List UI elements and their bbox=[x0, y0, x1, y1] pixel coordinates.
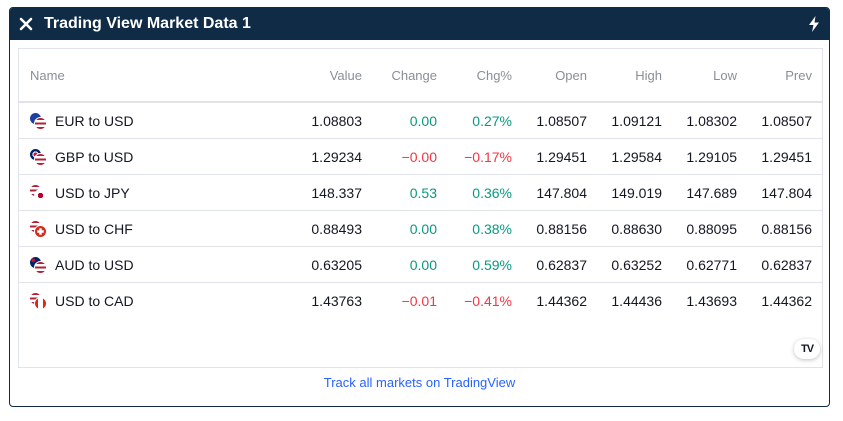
table-row[interactable]: GBP to USD 1.29234 −0.00 −0.17% 1.29451 … bbox=[19, 138, 822, 175]
chg-pct-cell: −0.17% bbox=[447, 138, 522, 175]
open-cell: 147.804 bbox=[522, 174, 597, 211]
table-row[interactable]: EUR to USD 1.08803 0.00 0.27% 1.08507 1.… bbox=[19, 102, 822, 139]
symbol-name[interactable]: AUD to USD bbox=[55, 256, 134, 273]
symbol-cell[interactable]: AUD to USD bbox=[19, 246, 221, 283]
chg-pct-cell: 0.59% bbox=[447, 246, 522, 283]
col-header-open[interactable]: Open bbox=[522, 49, 597, 103]
value-cell: 0.88493 bbox=[221, 210, 372, 247]
col-header-name[interactable]: Name bbox=[19, 49, 221, 103]
value-cell: 1.08803 bbox=[221, 102, 372, 139]
open-cell: 1.29451 bbox=[522, 138, 597, 175]
symbol-name[interactable]: EUR to USD bbox=[55, 112, 134, 129]
low-cell: 0.62771 bbox=[672, 246, 747, 283]
quotes-panel: Name Value Change Chg% Open High Low Pre… bbox=[18, 48, 823, 368]
chg-pct-cell: 0.27% bbox=[447, 102, 522, 139]
symbol-name[interactable]: USD to CAD bbox=[55, 292, 134, 309]
change-cell: 0.00 bbox=[372, 210, 447, 247]
table-row[interactable]: USD to CAD 1.43763 −0.01 −0.41% 1.44362 … bbox=[19, 283, 822, 319]
market-data-widget: Trading View Market Data 1 Name V bbox=[9, 7, 830, 407]
high-cell: 1.44436 bbox=[611, 292, 662, 309]
chg-pct-cell: 0.38% bbox=[447, 210, 522, 247]
low-cell: 1.29105 bbox=[672, 138, 747, 175]
low-cell: 1.43693 bbox=[686, 292, 737, 309]
symbol-cell[interactable]: USD to CHF bbox=[19, 210, 221, 247]
widget-title: Trading View Market Data 1 bbox=[44, 15, 251, 32]
col-header-value[interactable]: Value bbox=[221, 49, 372, 103]
close-button[interactable] bbox=[14, 12, 38, 36]
symbol-cell[interactable]: USD to JPY bbox=[19, 174, 221, 211]
prev-cell: 1.44362 bbox=[761, 292, 812, 309]
currency-pair-flag-icon bbox=[29, 255, 47, 274]
quotes-table: Name Value Change Chg% Open High Low Pre… bbox=[19, 49, 822, 318]
col-header-prev[interactable]: Prev bbox=[747, 49, 822, 103]
open-cell: 0.62837 bbox=[522, 246, 597, 283]
currency-pair-flag-icon bbox=[29, 183, 47, 202]
symbol-name[interactable]: USD to CHF bbox=[55, 220, 133, 237]
change-cell: −0.01 bbox=[401, 292, 437, 309]
lightning-bolt-icon bbox=[809, 16, 819, 32]
chg-pct-cell: −0.41% bbox=[464, 292, 512, 309]
col-header-chg-pct[interactable]: Chg% bbox=[447, 49, 522, 103]
header-row: Name Value Change Chg% Open High Low Pre… bbox=[19, 49, 822, 103]
prev-cell: 0.88156 bbox=[747, 210, 822, 247]
symbol-cell[interactable]: GBP to USD bbox=[19, 138, 221, 175]
tradingview-logo[interactable]: TV bbox=[794, 339, 820, 359]
chg-pct-cell: 0.36% bbox=[447, 174, 522, 211]
prev-cell: 147.804 bbox=[747, 174, 822, 211]
value-cell: 1.29234 bbox=[221, 138, 372, 175]
symbol-cell[interactable]: USD to CAD bbox=[19, 283, 221, 319]
close-icon bbox=[19, 17, 33, 31]
currency-pair-flag-icon bbox=[29, 147, 47, 166]
change-cell: −0.00 bbox=[372, 138, 447, 175]
widget-header: Trading View Market Data 1 bbox=[10, 8, 829, 40]
value-cell: 1.43763 bbox=[311, 292, 362, 309]
symbol-name[interactable]: USD to JPY bbox=[55, 184, 130, 201]
bolt-button[interactable] bbox=[804, 14, 824, 34]
change-cell: 0.00 bbox=[372, 246, 447, 283]
symbol-cell[interactable]: EUR to USD bbox=[19, 102, 221, 139]
prev-cell: 1.29451 bbox=[747, 138, 822, 175]
currency-pair-flag-icon bbox=[29, 291, 47, 310]
col-header-low[interactable]: Low bbox=[672, 49, 747, 103]
high-cell: 0.63252 bbox=[597, 246, 672, 283]
low-cell: 147.689 bbox=[672, 174, 747, 211]
low-cell: 0.88095 bbox=[672, 210, 747, 247]
value-cell: 0.63205 bbox=[221, 246, 372, 283]
value-cell: 148.337 bbox=[221, 174, 372, 211]
low-cell: 1.08302 bbox=[672, 102, 747, 139]
open-cell: 0.88156 bbox=[522, 210, 597, 247]
open-cell: 1.08507 bbox=[522, 102, 597, 139]
open-cell: 1.44362 bbox=[536, 292, 587, 309]
symbol-name[interactable]: GBP to USD bbox=[55, 148, 134, 165]
high-cell: 1.29584 bbox=[597, 138, 672, 175]
table-row[interactable]: USD to JPY 148.337 0.53 0.36% 147.804 14… bbox=[19, 174, 822, 211]
table-row[interactable]: AUD to USD 0.63205 0.00 0.59% 0.62837 0.… bbox=[19, 246, 822, 283]
high-cell: 149.019 bbox=[597, 174, 672, 211]
prev-cell: 1.08507 bbox=[747, 102, 822, 139]
track-markets-link[interactable]: Track all markets on TradingView bbox=[323, 375, 516, 390]
currency-pair-flag-icon bbox=[29, 111, 47, 130]
high-cell: 1.09121 bbox=[597, 102, 672, 139]
prev-cell: 0.62837 bbox=[747, 246, 822, 283]
high-cell: 0.88630 bbox=[597, 210, 672, 247]
change-cell: 0.53 bbox=[372, 174, 447, 211]
table-row[interactable]: USD to CHF 0.88493 0.00 0.38% 0.88156 0.… bbox=[19, 210, 822, 247]
col-header-high[interactable]: High bbox=[597, 49, 672, 103]
currency-pair-flag-icon bbox=[29, 219, 47, 238]
change-cell: 0.00 bbox=[372, 102, 447, 139]
col-header-change[interactable]: Change bbox=[372, 49, 447, 103]
